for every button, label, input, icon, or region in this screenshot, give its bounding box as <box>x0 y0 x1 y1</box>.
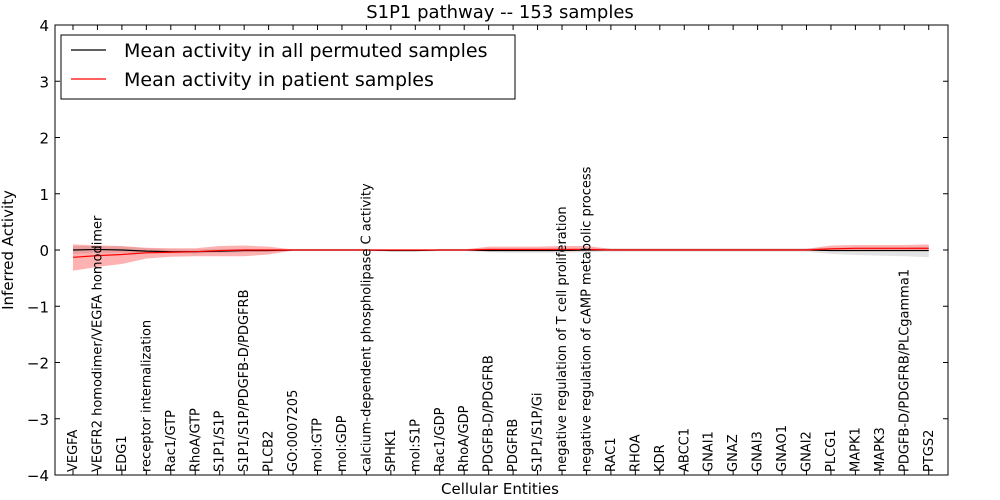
legend-label-permuted: Mean activity in all permuted samples <box>124 40 487 62</box>
chart-title: S1P1 pathway -- 153 samples <box>366 2 634 23</box>
confidence-bands <box>73 244 929 271</box>
legend-label-patient: Mean activity in patient samples <box>124 69 434 91</box>
x-tick-labels: VEGFA VEGFR2 homodimer/VEGFA homodimer EDG… <box>66 166 937 472</box>
x-tick-label: mol:S1P <box>408 419 423 472</box>
x-tick-label: VEGFR2 homodimer/VEGFA homodimer <box>90 215 105 472</box>
x-tick-label: negative regulation of cAMP metabolic pr… <box>579 166 594 472</box>
x-tick-label: GNAZ <box>726 434 741 472</box>
y-tick-label: −2 <box>27 355 49 373</box>
x-tick-label: VEGFA <box>66 430 81 472</box>
legend: Mean activity in all permuted samples Me… <box>60 34 516 100</box>
x-tick-label: Rac1/GDP <box>433 407 448 472</box>
legend-box <box>60 34 516 100</box>
x-tick-label: receptor internalization <box>139 320 154 472</box>
y-ticks: 4 3 2 1 0 −1 −2 −3 −4 <box>27 17 948 485</box>
x-tick-label: S1P1/S1P/PDGFB-D/PDGFRB <box>237 289 252 472</box>
x-tick-label: GNAI1 <box>702 431 717 472</box>
x-tick-label: GNAO1 <box>775 425 790 472</box>
x-ticks <box>72 25 930 475</box>
x-tick-label: S1P1/S1P <box>213 410 228 472</box>
x-tick-label: KDR <box>653 444 668 472</box>
x-tick-label: MAPK3 <box>873 427 888 472</box>
plot-frame <box>54 24 949 476</box>
x-tick-label: GNAI2 <box>800 431 815 472</box>
y-tick-label: 1 <box>39 186 49 204</box>
x-axis-label: Cellular Entities <box>441 480 559 498</box>
x-tick-label: calcium-dependent phospholipase C activi… <box>359 183 374 472</box>
x-tick-label: ABCC1 <box>677 428 692 472</box>
y-tick-label: 2 <box>39 130 49 148</box>
x-tick-label: RhoA/GDP <box>457 405 472 472</box>
x-tick-label: Rac1/GTP <box>164 410 179 472</box>
y-tick-label: −4 <box>27 467 49 485</box>
x-tick-label: PLCB2 <box>262 431 277 472</box>
y-tick-label: 4 <box>39 17 49 35</box>
x-tick-label: MAPK1 <box>848 427 863 472</box>
x-tick-label: S1P1/S1P/Gi <box>531 393 546 472</box>
x-tick-label: SPHK1 <box>384 429 399 472</box>
x-tick-label: EDG1 <box>115 435 130 472</box>
series-lines <box>72 247 929 258</box>
x-tick-label: PDGFB-D/PDGFRB/PLCgamma1 <box>897 269 912 472</box>
y-tick-label: 0 <box>39 242 49 260</box>
x-tick-label: PLCG1 <box>824 429 839 472</box>
band-permuted <box>73 246 929 258</box>
x-tick-label: PTGS2 <box>922 430 937 472</box>
x-tick-label: GNAI3 <box>751 431 766 472</box>
x-tick-label: negative regulation of T cell proliferat… <box>555 206 570 472</box>
x-tick-label: RAC1 <box>604 437 619 472</box>
x-tick-label: GO:0007205 <box>286 390 301 472</box>
y-tick-label: −1 <box>27 298 49 316</box>
x-tick-label: RhoA/GTP <box>188 408 203 472</box>
y-tick-label: 3 <box>39 73 49 91</box>
y-tick-label: −3 <box>27 411 49 429</box>
x-tick-label: RHOA <box>628 434 643 472</box>
line-patient-mean <box>72 247 929 258</box>
x-tick-label: PDGFRB <box>506 419 521 472</box>
x-tick-label: PDGFB-D/PDGFRB <box>482 355 497 472</box>
band-patient <box>73 244 929 271</box>
y-axis-label: Inferred Activity <box>0 190 17 310</box>
x-tick-label: mol:GTP <box>311 418 326 472</box>
x-tick-label: mol:GDP <box>335 415 350 472</box>
